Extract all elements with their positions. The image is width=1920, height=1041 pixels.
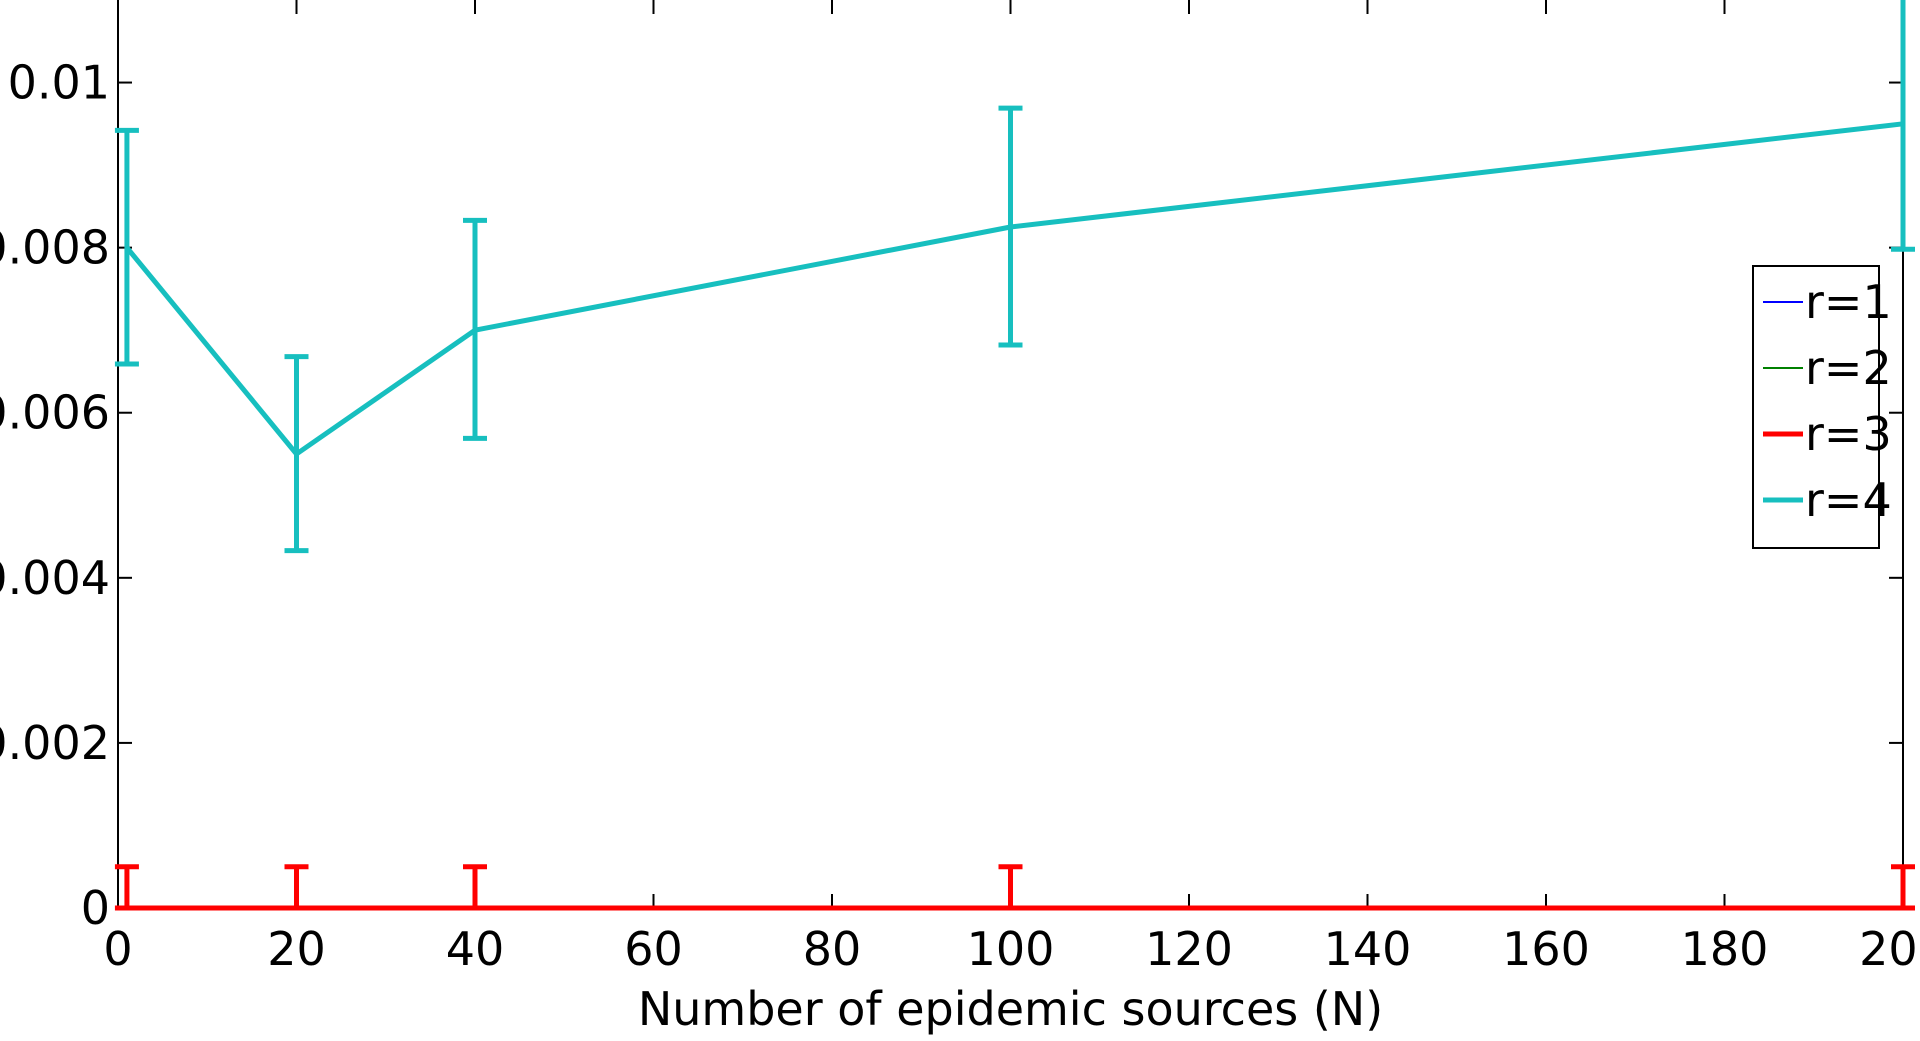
error-bar <box>1891 864 1915 911</box>
error-bar <box>1891 0 1915 252</box>
x-tick-label: 160 <box>1502 922 1590 976</box>
error-bar <box>998 105 1023 348</box>
y-tick-label: 0.002 <box>0 716 110 770</box>
error-bar <box>114 127 139 367</box>
error-bar <box>114 864 139 911</box>
x-tick-label: 140 <box>1324 922 1412 976</box>
legend: r=1 r=2 r=3 r=4 <box>1752 265 1892 549</box>
y-tick-label: 0.008 <box>0 221 110 275</box>
legend-item: r=4 <box>1763 473 1892 527</box>
error-bar <box>463 864 487 911</box>
legend-item: r=1 <box>1763 275 1892 329</box>
axes: 0 20 40 60 80 100 120 140 160 180 200 0 0.002 0.004 0.… <box>0 0 1920 976</box>
x-tick-label: 180 <box>1681 922 1769 976</box>
y-tick-label: 0.006 <box>0 386 110 440</box>
error-bar <box>284 864 309 911</box>
error-bar <box>463 217 487 441</box>
x-tick-label: 60 <box>624 922 683 976</box>
x-axis-title: Number of epidemic sources (N) <box>638 982 1383 1036</box>
x-tick-label: 120 <box>1145 922 1233 976</box>
y-tick-label: 0.01 <box>8 56 110 110</box>
legend-label: r=3 <box>1805 407 1892 461</box>
x-tick-label: 20 <box>267 922 326 976</box>
y-tick-label: 0 <box>81 881 110 935</box>
legend-label: r=1 <box>1805 275 1892 329</box>
series-r=3 <box>114 864 1915 911</box>
legend-item: r=2 <box>1763 341 1892 395</box>
legend-label: r=4 <box>1805 473 1892 527</box>
x-tick-label: 100 <box>967 922 1055 976</box>
x-tick-label: 80 <box>803 922 862 976</box>
series-line <box>124 121 1904 457</box>
x-tick-label: 200 <box>1859 922 1920 976</box>
x-tick-label: 40 <box>446 922 505 976</box>
x-tick-label: 0 <box>103 922 132 976</box>
plot-series <box>114 0 1915 911</box>
legend-label: r=2 <box>1805 341 1892 395</box>
error-bar <box>998 864 1023 911</box>
error-bar <box>284 354 309 554</box>
y-tick-label: 0.004 <box>0 551 110 605</box>
series-r=4 <box>114 0 1915 554</box>
legend-item: r=3 <box>1763 407 1892 461</box>
